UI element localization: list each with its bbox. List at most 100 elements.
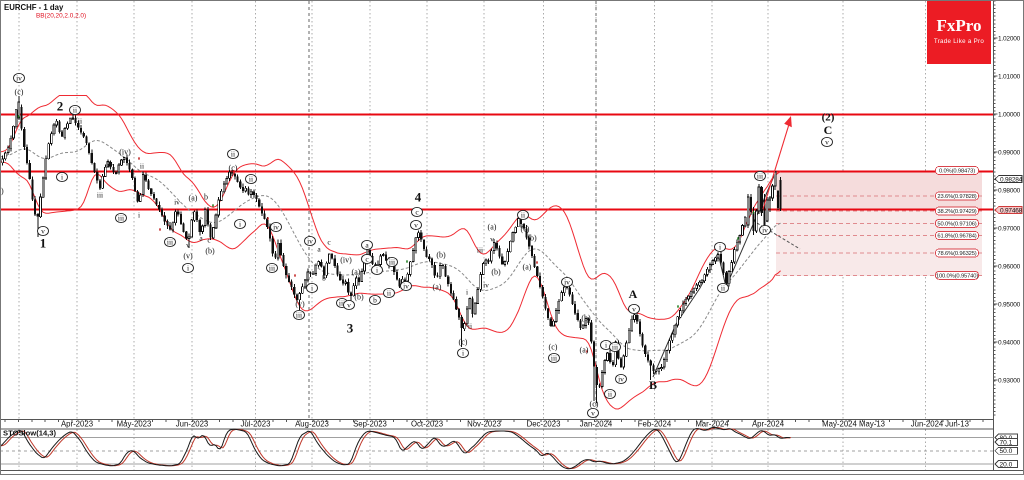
svg-text:a: a xyxy=(317,245,321,254)
svg-text:Nov-2023: Nov-2023 xyxy=(467,419,501,428)
svg-text:v: v xyxy=(41,227,45,236)
svg-text:Apr-2024: Apr-2024 xyxy=(752,419,785,428)
svg-text:v: v xyxy=(347,301,351,310)
svg-text:61.8%(0.96784): 61.8%(0.96784) xyxy=(937,234,976,240)
svg-text:0.98284: 0.98284 xyxy=(1000,177,1023,184)
svg-text:20.0: 20.0 xyxy=(1000,461,1013,468)
svg-text:b: b xyxy=(204,193,208,202)
svg-text:Aug-2023: Aug-2023 xyxy=(295,419,329,428)
svg-text:(v): (v) xyxy=(295,300,305,309)
svg-text:i: i xyxy=(719,243,721,252)
svg-text:(v): (v) xyxy=(183,252,193,261)
svg-text:0.97468: 0.97468 xyxy=(1000,208,1023,215)
svg-text:Jun-2024: Jun-2024 xyxy=(911,419,944,428)
svg-text:Jul-2023: Jul-2023 xyxy=(241,419,271,428)
svg-text:EURCHF - 1 day: EURCHF - 1 day xyxy=(4,3,64,12)
svg-text:ii: ii xyxy=(468,322,472,331)
svg-text:(c): (c) xyxy=(590,400,599,409)
svg-text:ii: ii xyxy=(231,150,235,159)
svg-text:v: v xyxy=(632,305,636,314)
svg-text:(a): (a) xyxy=(352,268,361,277)
svg-text:iv: iv xyxy=(307,237,313,246)
svg-text:iii: iii xyxy=(97,191,103,200)
svg-text:(a): (a) xyxy=(488,223,497,232)
svg-text:(b): (b) xyxy=(354,293,364,302)
svg-text:iii: iii xyxy=(118,214,124,223)
svg-text:23.6%(0.97828): 23.6%(0.97828) xyxy=(937,194,976,200)
svg-text:ii: ii xyxy=(387,289,391,298)
svg-text:(b): (b) xyxy=(205,247,215,256)
svg-text:BB(20,20,2.0,2.0): BB(20,20,2.0,2.0) xyxy=(36,13,86,20)
svg-text:v: v xyxy=(591,409,595,418)
svg-text:1.02000: 1.02000 xyxy=(998,35,1021,42)
svg-text:iii: iii xyxy=(612,343,618,352)
svg-text:i: i xyxy=(239,220,241,229)
svg-text:v: v xyxy=(414,221,418,230)
svg-text:b: b xyxy=(373,296,377,305)
svg-text:iv: iv xyxy=(762,226,768,235)
svg-text:(b): (b) xyxy=(581,314,591,323)
svg-text:iii: iii xyxy=(269,264,275,273)
svg-text:(c): (c) xyxy=(15,88,24,97)
svg-text:c: c xyxy=(415,208,419,217)
svg-text:(a): (a) xyxy=(189,194,198,203)
svg-text:a: a xyxy=(365,241,369,250)
svg-text:70.1: 70.1 xyxy=(1000,439,1013,446)
svg-text:0.93000: 0.93000 xyxy=(998,377,1021,384)
svg-text:0.0%(0.98473): 0.0%(0.98473) xyxy=(939,169,975,175)
svg-text:0.99000: 0.99000 xyxy=(998,149,1021,156)
svg-text:ii: ii xyxy=(249,175,253,184)
svg-text:1: 1 xyxy=(40,235,47,250)
svg-text:Apr-2023: Apr-2023 xyxy=(61,419,93,428)
svg-text:0.96000: 0.96000 xyxy=(998,263,1021,270)
svg-text:50.0%(0.97106): 50.0%(0.97106) xyxy=(937,222,976,228)
svg-text:v: v xyxy=(825,138,829,147)
svg-text:(2): (2) xyxy=(822,112,835,124)
svg-text:iii: iii xyxy=(167,238,173,247)
svg-text:3: 3 xyxy=(347,320,354,335)
svg-text:b: b xyxy=(322,274,326,283)
svg-text:May-2024: May-2024 xyxy=(822,419,857,428)
svg-text:(a): (a) xyxy=(433,283,442,292)
svg-text:iii: iii xyxy=(551,354,557,363)
svg-text:Mar-2024: Mar-2024 xyxy=(695,419,729,428)
svg-text:(c): (c) xyxy=(521,225,530,234)
svg-text:FxPro: FxPro xyxy=(936,16,981,35)
svg-text:ii: ii xyxy=(78,117,82,126)
svg-text:4: 4 xyxy=(415,189,422,204)
svg-text:(iv): (iv) xyxy=(340,256,352,265)
svg-text:i: i xyxy=(376,266,378,275)
svg-text:ii: ii xyxy=(608,390,612,399)
svg-text:STOSlow(14,3): STOSlow(14,3) xyxy=(3,429,57,438)
svg-text:i: i xyxy=(605,341,607,350)
svg-text:iv: iv xyxy=(16,74,22,83)
svg-text:A: A xyxy=(629,287,638,301)
svg-text:(b): (b) xyxy=(436,251,446,260)
svg-text:iii: iii xyxy=(757,172,763,181)
svg-text:iii: iii xyxy=(339,299,345,308)
svg-text:Sep-2023: Sep-2023 xyxy=(353,419,387,428)
svg-text:Dec-2023: Dec-2023 xyxy=(527,419,561,428)
svg-text:i: i xyxy=(61,173,63,182)
svg-text:v: v xyxy=(186,241,190,250)
svg-text:(c): (c) xyxy=(459,338,468,347)
svg-text:a: a xyxy=(199,234,203,243)
svg-text:Trade Like a Pro: Trade Like a Pro xyxy=(934,38,985,45)
svg-text:c: c xyxy=(365,255,369,264)
svg-text:2: 2 xyxy=(57,98,64,113)
svg-text:Oct-2023: Oct-2023 xyxy=(411,419,443,428)
svg-text:50.0: 50.0 xyxy=(1000,448,1013,455)
svg-text:iv: iv xyxy=(273,223,279,232)
svg-text:c: c xyxy=(207,236,211,245)
svg-text:Feb-2024: Feb-2024 xyxy=(638,419,672,428)
svg-text:iv: iv xyxy=(107,161,113,170)
svg-text:i: i xyxy=(466,288,468,297)
svg-text:38.2%(0.97429): 38.2%(0.97429) xyxy=(937,209,976,215)
svg-text:iv: iv xyxy=(564,278,570,287)
svg-text:(c): (c) xyxy=(229,164,238,173)
svg-text:(b): (b) xyxy=(491,268,501,277)
svg-text:(a): (a) xyxy=(523,263,532,272)
svg-text:Jun-13: Jun-13 xyxy=(945,419,969,428)
svg-text:0.95000: 0.95000 xyxy=(998,301,1021,308)
svg-text:0.98000: 0.98000 xyxy=(998,187,1021,194)
